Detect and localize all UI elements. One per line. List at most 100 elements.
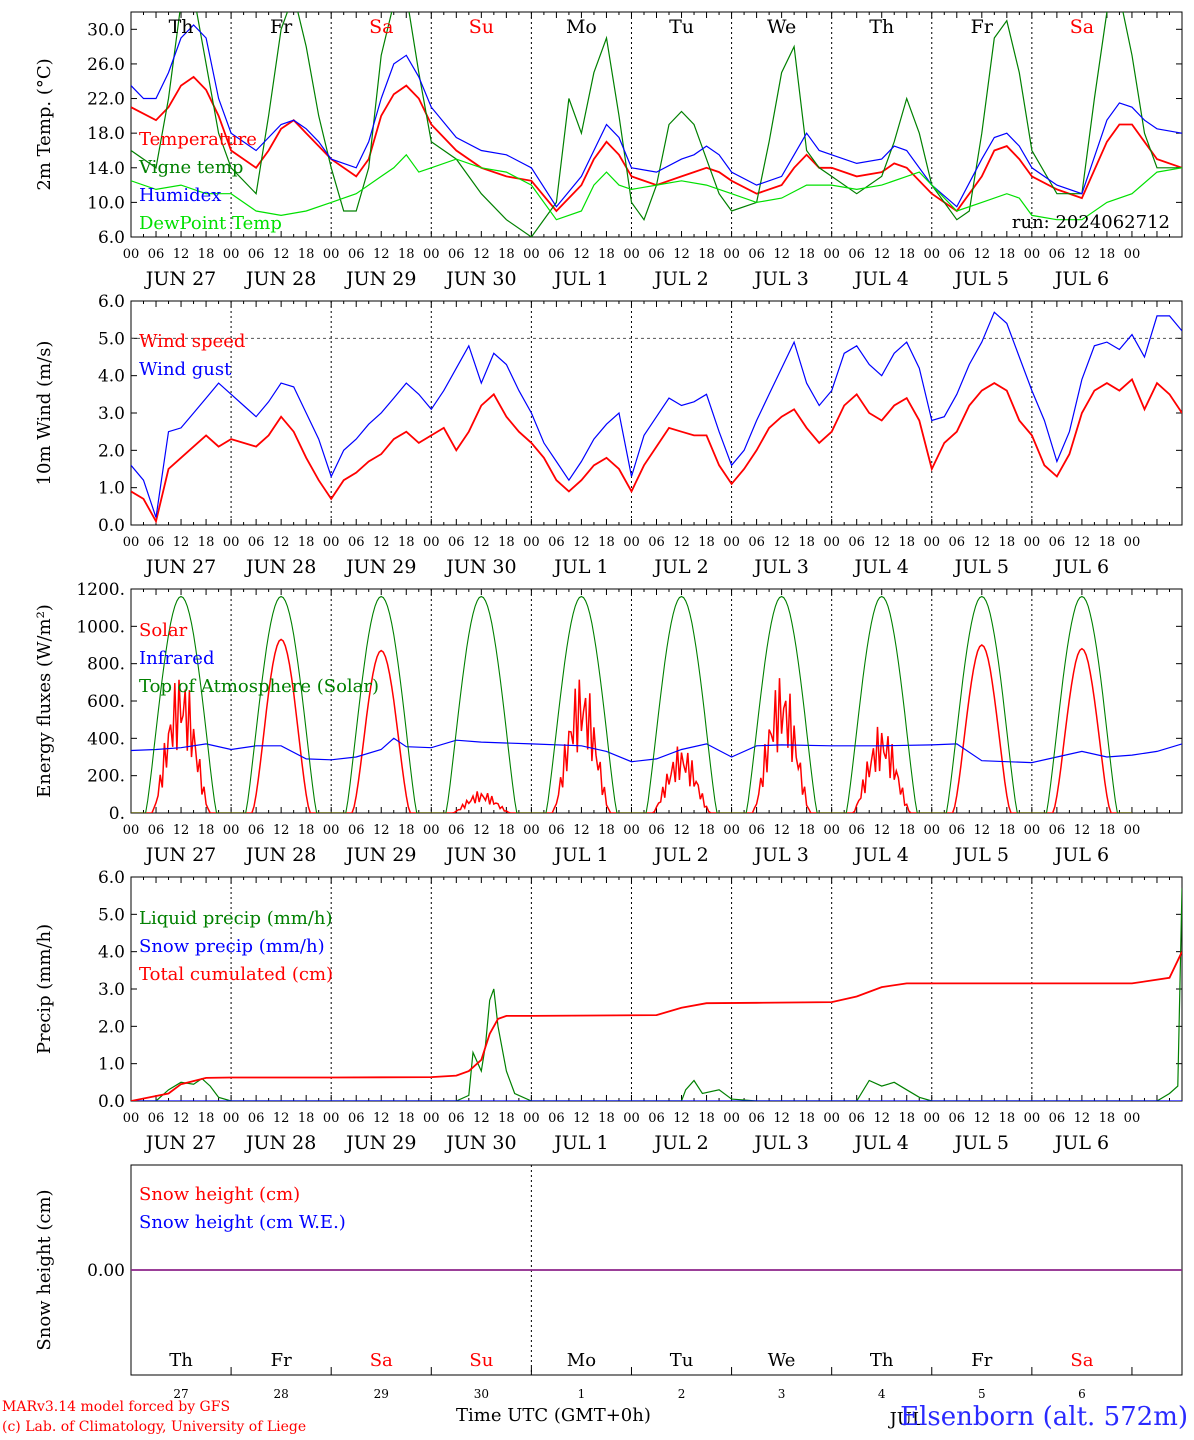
lab-credit: (c) Lab. of Climatology, University of L…	[2, 1419, 307, 1435]
y-tick-label: 6.0	[98, 292, 125, 312]
x-hour-label: 18	[298, 823, 315, 838]
x-hour-label: 18	[999, 535, 1016, 550]
x-hour-label: 18	[598, 823, 615, 838]
x-hour-label: 18	[298, 247, 315, 262]
x-hour-label: 06	[848, 823, 865, 838]
x-hour-label: 06	[949, 535, 966, 550]
y-tick-label: 6.0	[98, 228, 125, 248]
x-hour-label: 00	[423, 823, 440, 838]
x-hour-label: 00	[423, 247, 440, 262]
x-hour-label: 18	[798, 1111, 815, 1126]
x-hour-label: 00	[323, 247, 340, 262]
x-hour-label: 18	[398, 247, 415, 262]
x-hour-label: 00	[223, 247, 240, 262]
series-line-liquid-precip-mm-h	[131, 888, 1182, 1101]
x-hour-label: 00	[623, 823, 640, 838]
x-hour-label: 18	[498, 535, 515, 550]
series-line-total-cumulated-cm	[131, 951, 1182, 1101]
y-tick-label: 0.0	[98, 1092, 125, 1112]
x-hour-label: 18	[498, 1111, 515, 1126]
x-hour-label: 12	[373, 823, 390, 838]
y-tick-label: 5.0	[98, 329, 125, 349]
x-hour-label: 00	[423, 535, 440, 550]
x-hour-label: 18	[198, 823, 215, 838]
x-hour-label: 00	[1124, 1111, 1141, 1126]
x-hour-label: 06	[548, 247, 565, 262]
x-hour-label: 00	[523, 1111, 540, 1126]
y-axis-label: Energy fluxes (W/m²)	[34, 604, 55, 798]
x-hour-label: 12	[173, 247, 190, 262]
day-number: 3	[778, 1387, 786, 1401]
x-hour-label: 12	[673, 247, 690, 262]
x-hour-label: 00	[1024, 535, 1041, 550]
series-line-wind-speed	[131, 377, 1182, 524]
y-tick-label: 22.0	[87, 90, 125, 110]
x-hour-label: 00	[1024, 247, 1041, 262]
y-tick-label: 1200.	[76, 580, 125, 600]
x-hour-label: 12	[473, 1111, 490, 1126]
x-date-label: JUL 1	[552, 844, 608, 866]
day-name: Fr	[971, 16, 994, 38]
x-date-label: JUL 6	[1053, 556, 1109, 578]
day-name: Mo	[567, 1350, 596, 1371]
x-date-label: JUL 5	[953, 844, 1009, 866]
x-date-label: JUL 6	[1053, 268, 1109, 290]
x-hour-label: 12	[974, 823, 991, 838]
y-tick-label: 2.0	[98, 1017, 125, 1037]
x-hour-label: 12	[273, 247, 290, 262]
x-date-label: JUN 30	[444, 1132, 516, 1154]
x-hour-label: 06	[148, 247, 165, 262]
x-hour-label: 00	[923, 823, 940, 838]
day-name: Tu	[669, 16, 694, 38]
x-hour-label: 18	[698, 1111, 715, 1126]
day-name: Su	[469, 16, 494, 38]
x-hour-label: 06	[448, 1111, 465, 1126]
series-line-top-of-atmosphere-solar	[131, 595, 1132, 813]
legend-entry: Vigne temp	[138, 157, 243, 178]
y-tick-label: 5.0	[98, 905, 125, 925]
y-tick-label: 30.0	[87, 20, 125, 40]
x-hour-label: 18	[598, 1111, 615, 1126]
x-date-label: JUN 29	[344, 1132, 416, 1154]
x-hour-label: 06	[148, 1111, 165, 1126]
x-hour-label: 00	[323, 535, 340, 550]
x-hour-label: 18	[999, 247, 1016, 262]
x-hour-label: 12	[974, 1111, 991, 1126]
x-hour-label: 12	[573, 535, 590, 550]
legend-entry: Top of Atmosphere (Solar)	[139, 676, 379, 697]
y-tick-label: 1.0	[98, 479, 125, 499]
x-hour-label: 18	[1099, 247, 1116, 262]
x-date-label: JUL 2	[652, 556, 708, 578]
x-hour-label: 06	[648, 1111, 665, 1126]
x-date-label: JUL 6	[1053, 844, 1109, 866]
x-hour-label: 06	[248, 247, 265, 262]
day-number: 28	[274, 1387, 289, 1401]
x-hour-label: 12	[1074, 247, 1091, 262]
x-hour-label: 12	[573, 823, 590, 838]
panel-frame	[130, 300, 1183, 526]
x-hour-label: 00	[923, 535, 940, 550]
x-hour-label: 06	[648, 247, 665, 262]
x-hour-label: 00	[823, 535, 840, 550]
x-hour-label: 00	[723, 535, 740, 550]
x-hour-label: 06	[748, 535, 765, 550]
y-tick-label: 600.	[87, 692, 125, 712]
x-hour-label: 12	[473, 535, 490, 550]
series-line-dewpoint-temp	[131, 153, 1182, 221]
x-date-label: JUN 29	[344, 556, 416, 578]
y-tick-label: 4.0	[98, 367, 125, 387]
x-hour-label: 18	[698, 247, 715, 262]
x-date-label: JUN 27	[144, 268, 216, 290]
x-hour-label: 00	[323, 1111, 340, 1126]
x-hour-label: 12	[273, 1111, 290, 1126]
x-hour-label: 12	[773, 823, 790, 838]
y-tick-label: 200.	[87, 767, 125, 787]
x-hour-label: 06	[949, 247, 966, 262]
legend-entry: Humidex	[139, 185, 221, 206]
x-date-label: JUN 27	[144, 1132, 216, 1154]
x-date-label: JUN 28	[244, 268, 316, 290]
x-hour-label: 00	[723, 1111, 740, 1126]
day-number: 2	[678, 1387, 686, 1401]
x-date-label: JUL 5	[953, 268, 1009, 290]
